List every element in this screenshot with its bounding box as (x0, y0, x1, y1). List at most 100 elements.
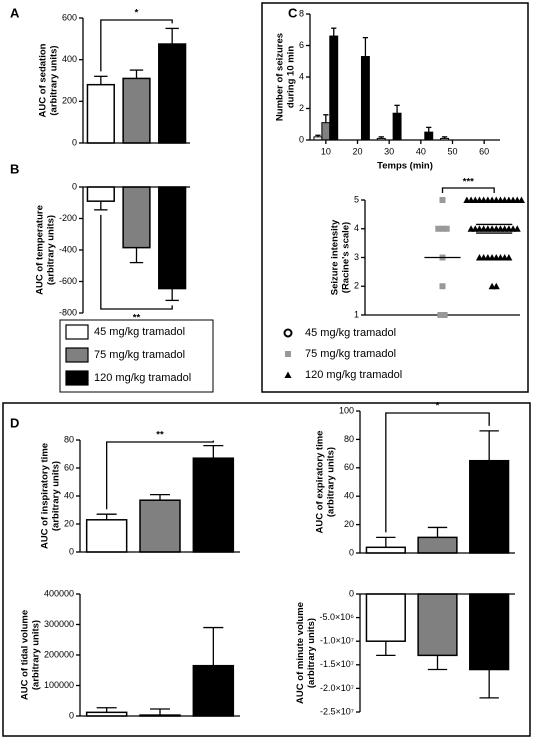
bar (469, 593, 510, 671)
y-tick-label: 100000 (44, 680, 74, 690)
y-axis-label: Seizure intensity (330, 219, 341, 295)
bar (469, 459, 510, 554)
y-tick-label: 1 (354, 309, 359, 319)
significance-label: * (436, 401, 440, 412)
y-tick-label: 20 (64, 518, 74, 528)
bar (158, 186, 187, 290)
y-tick-label: 400000 (44, 588, 74, 598)
bar (122, 186, 151, 249)
y-tick-label: 200 (62, 96, 77, 106)
significance-bracket (441, 187, 495, 193)
legend-swatch (65, 370, 89, 386)
y-tick-label: 20 (344, 519, 354, 529)
bar (85, 519, 128, 553)
y-tick-label: 0 (72, 181, 77, 191)
y-tick-label: -600 (59, 276, 77, 286)
y-tick-label: 0 (349, 588, 354, 598)
panel-label: D (10, 415, 19, 430)
point (492, 282, 500, 290)
legend-label: 75 mg/kg tramadol (305, 348, 396, 360)
bar (139, 499, 181, 553)
panel-c-frame (261, 2, 529, 393)
y-axis-label: AUC of expiratory time (314, 431, 325, 534)
bar (424, 131, 434, 141)
panel-d-frame (2, 402, 531, 737)
bar (365, 593, 406, 642)
legend-label: 45 mg/kg tramadol (305, 327, 396, 339)
significance-label: ** (156, 430, 164, 441)
legend-label: 120 mg/kg tramadol (94, 372, 191, 384)
point (505, 254, 513, 261)
x-tick-label: 60 (479, 146, 489, 156)
bar (321, 122, 331, 141)
y-tick-label: 8 (299, 8, 304, 18)
bar (392, 112, 402, 141)
y-axis-label: (arbitrary units) (30, 620, 41, 690)
legend-marker (284, 371, 292, 378)
y-axis-label: (arbitrary units) (306, 618, 317, 688)
y-tick-label: 0 (349, 547, 354, 557)
y-axis-label: AUC of tidal volume (19, 610, 30, 700)
y-axis-label: (arbitrary units) (51, 461, 62, 531)
bar (329, 35, 339, 141)
y-tick-label: 300000 (44, 619, 74, 629)
legend-label: 45 mg/kg tramadol (94, 326, 185, 338)
y-tick-label: 2 (299, 103, 304, 113)
x-tick-label: 30 (384, 146, 394, 156)
bar (86, 186, 115, 202)
bar (192, 457, 235, 553)
point (441, 312, 448, 318)
significance-label: ** (133, 313, 141, 324)
point (439, 283, 446, 290)
significance-label: * (135, 8, 139, 19)
bar (417, 593, 458, 657)
legend-frame (59, 319, 214, 393)
y-tick-label: -1.5×10⁷ (320, 659, 354, 669)
y-tick-label: 3 (354, 252, 359, 262)
y-tick-label: -2.0×10⁷ (320, 683, 354, 693)
significance-bracket (100, 214, 173, 310)
bar (86, 83, 115, 144)
y-axis-label: (Racine's scale) (341, 222, 352, 293)
point (439, 225, 446, 232)
y-tick-label: 0 (72, 137, 77, 147)
y-tick-label: 5 (354, 194, 359, 204)
bar (122, 77, 151, 144)
legend-label: 120 mg/kg tramadol (305, 369, 402, 381)
y-tick-label: 0 (69, 710, 74, 720)
x-tick-label: 10 (321, 146, 331, 156)
bar (158, 43, 187, 144)
panel-label: A (10, 5, 20, 20)
significance-bracket (100, 19, 173, 72)
y-axis-label: AUC of minute volume (295, 602, 306, 704)
y-tick-label: 400 (62, 54, 77, 64)
x-axis-label: Temps (min) (377, 161, 433, 172)
bar (365, 546, 406, 554)
point (437, 312, 444, 318)
y-tick-label: 0 (299, 134, 304, 144)
legend-swatch (65, 347, 89, 363)
x-tick-label: 50 (447, 146, 457, 156)
y-axis-label: (arbitrary units) (325, 447, 336, 517)
legend-swatch (65, 324, 89, 340)
y-axis-label: (arbitrary units) (46, 215, 57, 285)
y-tick-label: 200000 (44, 649, 74, 659)
x-tick-label: 40 (416, 146, 426, 156)
point (439, 197, 446, 203)
y-tick-label: 100 (339, 405, 354, 415)
bar (360, 56, 370, 141)
point (435, 225, 442, 232)
bar (417, 536, 458, 554)
y-tick-label: -5.0×10⁶ (320, 612, 355, 622)
significance-label: *** (463, 177, 474, 188)
panel-label: B (10, 161, 19, 176)
panel-label: C (288, 5, 298, 20)
y-tick-label: 600 (62, 12, 77, 22)
y-axis-label: AUC of inspiratory time (40, 443, 51, 549)
x-tick-label: 20 (352, 146, 362, 156)
legend-label: 75 mg/kg tramadol (94, 349, 185, 361)
significance-bracket (385, 412, 490, 533)
y-tick-label: 40 (64, 490, 74, 500)
